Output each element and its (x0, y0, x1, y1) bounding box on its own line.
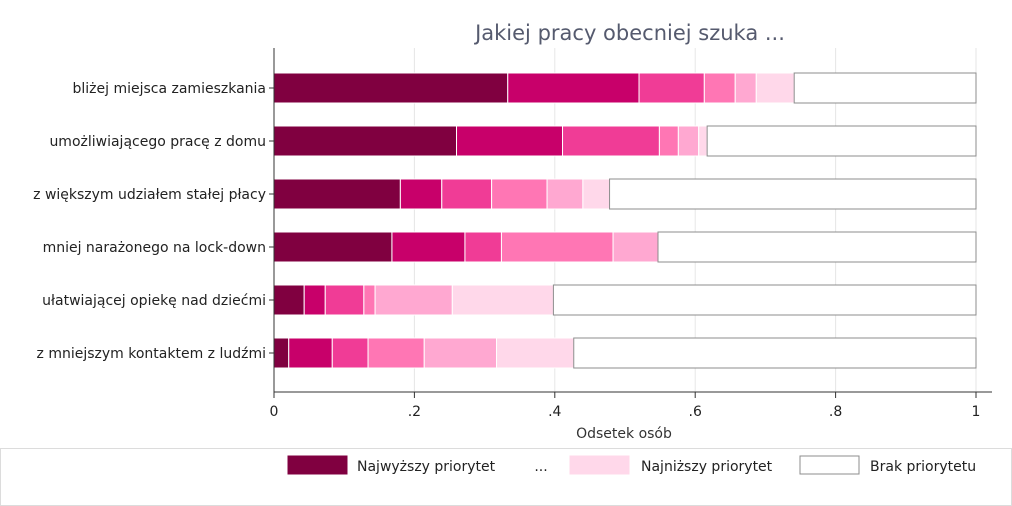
bar-segment (507, 72, 640, 104)
legend-label: Najwyższy priorytet (357, 459, 496, 475)
bar-segment (363, 284, 376, 316)
legend-swatch (799, 455, 860, 475)
bar-segment (399, 178, 443, 210)
bar-segment (638, 72, 705, 104)
bar-segment (273, 178, 401, 210)
bar-segment (273, 284, 305, 316)
bar-segment (546, 178, 584, 210)
bar-segment (612, 231, 659, 263)
bar-segment (423, 337, 498, 369)
x-tick-label: .8 (829, 404, 842, 420)
bar-segment (273, 337, 290, 369)
bar-segment (609, 178, 977, 210)
y-tick-label: z mniejszym kontaktem z ludźmi (37, 346, 266, 362)
gridlines (413, 48, 977, 392)
bars (273, 72, 977, 369)
x-tick-label: 1 (972, 404, 981, 420)
bar-segment (552, 284, 977, 316)
bar-segment (303, 284, 326, 316)
bar-segment (464, 231, 502, 263)
y-tick-label: ułatwiającej opiekę nad dziećmi (42, 293, 266, 309)
bar-segment (582, 178, 611, 210)
bar-segment (734, 72, 757, 104)
bar-segment (677, 125, 700, 157)
bar-segment (367, 337, 425, 369)
chart-title: Jakiej pracy obecniej szuka ... (473, 21, 785, 45)
x-tick-label: .6 (689, 404, 702, 420)
legend-label: Najniższy priorytet (641, 459, 773, 475)
y-tick-label: mniej narażonego na lock-down (43, 240, 266, 256)
bar-segment (658, 125, 679, 157)
bar-segment (793, 72, 977, 104)
bar-segment (706, 125, 977, 157)
legend-label: Brak priorytetu (870, 459, 976, 475)
legend-swatch (287, 455, 348, 475)
bar-segment (273, 125, 458, 157)
x-tick-label: .4 (548, 404, 561, 420)
x-tick-label: 0 (270, 404, 279, 420)
y-tick-label: umożliwiającego pracę z domu (49, 134, 266, 150)
y-tick-label: z większym udziałem stałej płacy (33, 187, 266, 203)
y-tick-label: bliżej miejsca zamieszkania (72, 81, 266, 97)
bar-segment (324, 284, 365, 316)
x-tick-label: .2 (408, 404, 421, 420)
bar-segment (273, 231, 393, 263)
bar-segment (441, 178, 493, 210)
bar-segment (496, 337, 575, 369)
legend-label: ... (534, 459, 547, 475)
bar-segment (698, 125, 708, 157)
bar-segment (331, 337, 369, 369)
bar-segment (755, 72, 795, 104)
x-axis: 0 .2 .4 .6 .8 1 (270, 391, 992, 420)
y-axis: bliżej miejsca zamieszkania umożliwiające… (33, 48, 275, 392)
bar-segment (273, 72, 509, 104)
legend-swatch (569, 455, 630, 475)
bar-segment (451, 284, 554, 316)
bar-segment (573, 337, 977, 369)
bar-segment (703, 72, 736, 104)
bar-segment (288, 337, 333, 369)
bar-segment (562, 125, 660, 157)
x-axis-title: Odsetek osób (576, 426, 672, 442)
bar-segment (391, 231, 466, 263)
bar-segment (491, 178, 548, 210)
bar-segment (500, 231, 614, 263)
bar-segment (657, 231, 977, 263)
bar-segment (374, 284, 453, 316)
bar-segment (456, 125, 564, 157)
